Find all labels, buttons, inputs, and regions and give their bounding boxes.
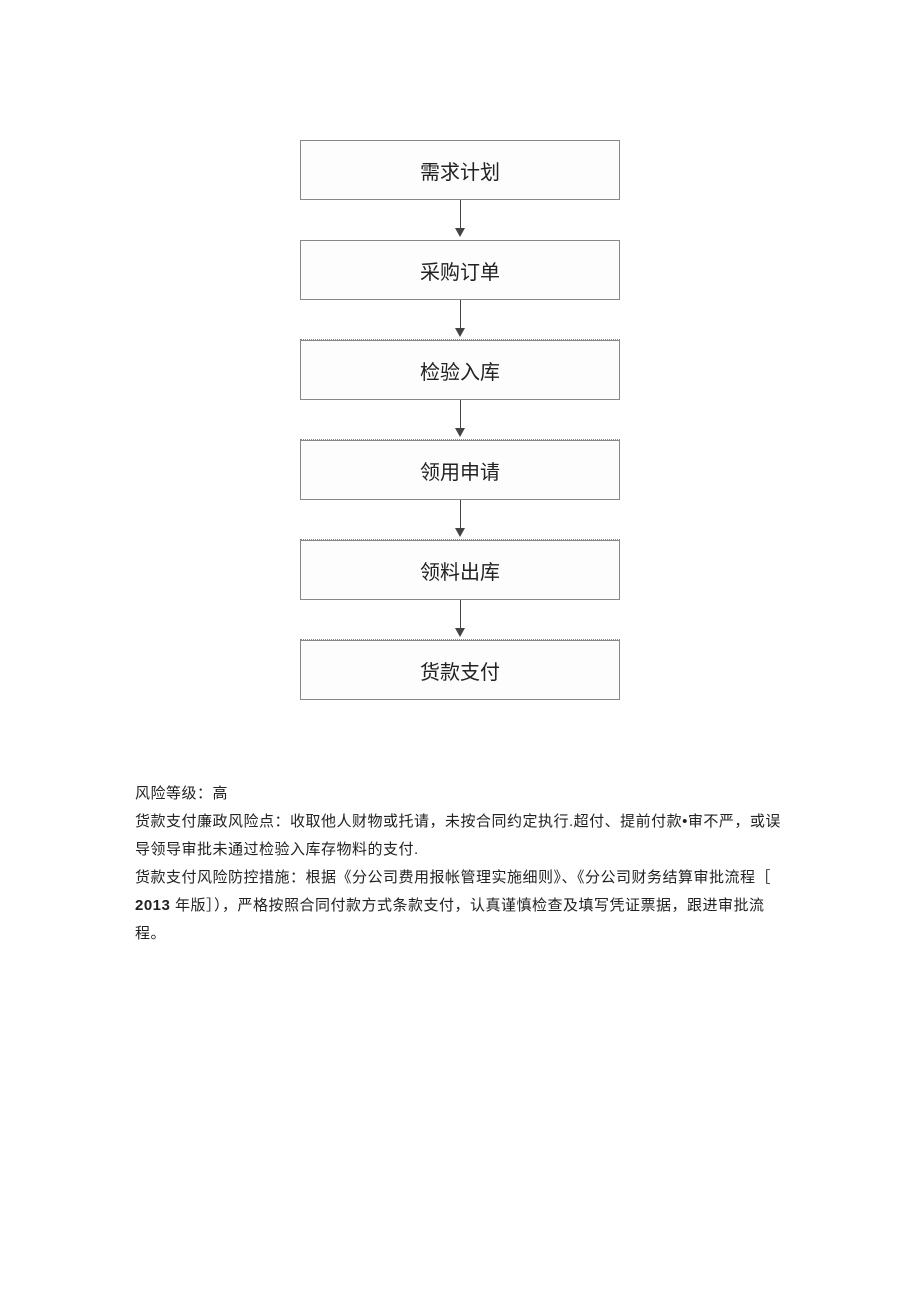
arrow-head-icon xyxy=(455,428,465,437)
measure-line2: 2013 年版］），严格按照合同付款方式条款支付，认真谨慎检查及填写凭证票据，跟… xyxy=(135,892,785,948)
flow-node-3: 检验入库 xyxy=(300,340,620,400)
arrow-line-icon xyxy=(460,500,461,530)
flow-node-1-label: 需求计划 xyxy=(420,156,500,185)
flow-node-4-label: 领用申请 xyxy=(420,456,500,485)
flow-node-6: 货款支付 xyxy=(300,640,620,700)
flow-node-5-label: 领料出库 xyxy=(420,556,500,585)
year-bold: 2013 xyxy=(135,897,170,914)
flow-node-2-label: 采购订单 xyxy=(420,256,500,285)
measure-line2-rest: 年版］），严格按照合同付款方式条款支付，认真谨慎检查及填写凭证票据，跟进审批流程… xyxy=(135,897,765,942)
arrow-head-icon xyxy=(455,328,465,337)
arrow-head-icon xyxy=(455,528,465,537)
flow-node-5: 领料出库 xyxy=(300,540,620,600)
arrow-head-icon xyxy=(455,628,465,637)
arrow-line-icon xyxy=(460,300,461,330)
arrow-line-icon xyxy=(460,600,461,630)
flow-node-2: 采购订单 xyxy=(300,240,620,300)
risk-point-line1: 货款支付廉政风险点：收取他人财物或托请，未按合同约定执行.超付、提前付款•审不严… xyxy=(135,808,785,836)
risk-point-line2: 导领导审批未通过检验入库存物料的支付. xyxy=(135,836,785,864)
flow-arrow-2 xyxy=(300,300,620,340)
flow-node-1: 需求计划 xyxy=(300,140,620,200)
arrow-head-icon xyxy=(455,228,465,237)
flow-arrow-4 xyxy=(300,500,620,540)
flow-node-6-label: 货款支付 xyxy=(420,656,500,685)
flow-node-4: 领用申请 xyxy=(300,440,620,500)
flow-arrow-5 xyxy=(300,600,620,640)
arrow-line-icon xyxy=(460,400,461,430)
flow-arrow-1 xyxy=(300,200,620,240)
description-text: 风险等级：高 货款支付廉政风险点：收取他人财物或托请，未按合同约定执行.超付、提… xyxy=(135,780,785,948)
flow-arrow-3 xyxy=(300,400,620,440)
flowchart: 需求计划 采购订单 检验入库 领用申请 领料出库 货款支付 xyxy=(300,140,620,700)
measure-line1: 货款支付风险防控措施：根据《分公司费用报帐管理实施细则》、《分公司财务结算审批流… xyxy=(135,864,785,892)
risk-level: 风险等级：高 xyxy=(135,780,785,808)
flow-node-3-label: 检验入库 xyxy=(420,356,500,385)
arrow-line-icon xyxy=(460,200,461,230)
